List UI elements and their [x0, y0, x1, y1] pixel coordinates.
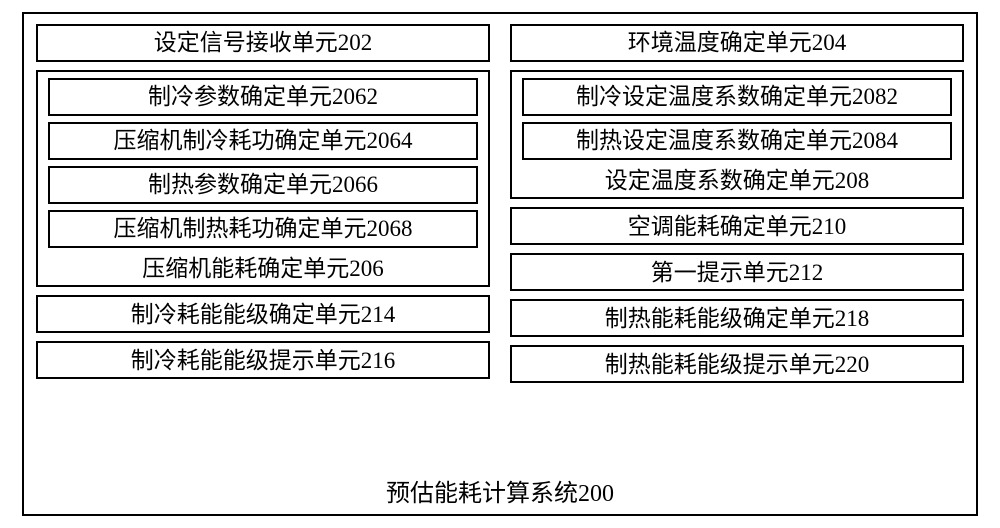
unit-2066: 制热参数确定单元2066	[48, 166, 478, 204]
unit-216: 制冷耗能能级提示单元216	[36, 341, 490, 379]
unit-210: 空调能耗确定单元210	[510, 207, 964, 245]
unit-2064: 压缩机制冷耗功确定单元2064	[48, 122, 478, 160]
unit-2084: 制热设定温度系数确定单元2084	[522, 122, 952, 160]
unit-206-group: 制冷参数确定单元2062 压缩机制冷耗功确定单元2064 制热参数确定单元206…	[36, 70, 490, 287]
unit-208-caption: 设定温度系数确定单元208	[522, 166, 952, 195]
unit-220: 制热能耗能级提示单元220	[510, 345, 964, 383]
unit-214: 制冷耗能能级确定单元214	[36, 295, 490, 333]
system-200-caption: 预估能耗计算系统200	[36, 467, 964, 510]
unit-206-caption: 压缩机能耗确定单元206	[48, 254, 478, 283]
unit-2082: 制冷设定温度系数确定单元2082	[522, 78, 952, 116]
unit-2068: 压缩机制热耗功确定单元2068	[48, 210, 478, 248]
system-200-container: 设定信号接收单元202 制冷参数确定单元2062 压缩机制冷耗功确定单元2064…	[22, 12, 978, 516]
unit-208-group: 制冷设定温度系数确定单元2082 制热设定温度系数确定单元2084 设定温度系数…	[510, 70, 964, 199]
unit-2062: 制冷参数确定单元2062	[48, 78, 478, 116]
right-column: 环境温度确定单元204 制冷设定温度系数确定单元2082 制热设定温度系数确定单…	[510, 24, 964, 467]
left-column: 设定信号接收单元202 制冷参数确定单元2062 压缩机制冷耗功确定单元2064…	[36, 24, 490, 467]
unit-202: 设定信号接收单元202	[36, 24, 490, 62]
unit-204: 环境温度确定单元204	[510, 24, 964, 62]
columns: 设定信号接收单元202 制冷参数确定单元2062 压缩机制冷耗功确定单元2064…	[36, 24, 964, 467]
unit-218: 制热能耗能级确定单元218	[510, 299, 964, 337]
unit-212: 第一提示单元212	[510, 253, 964, 291]
